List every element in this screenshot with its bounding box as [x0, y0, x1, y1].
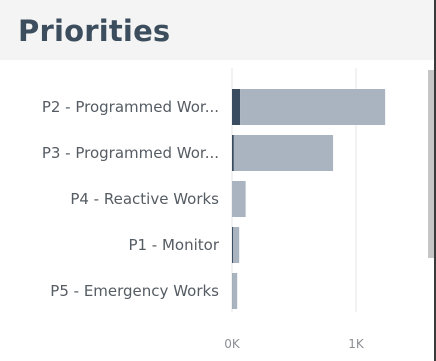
category-label: P2 - Programmed Wor... — [42, 98, 219, 116]
vertical-scrollbar[interactable] — [428, 70, 434, 258]
bar-chart-area: 0K 1K P2 - Programmed Wor... P3 - Programme… — [0, 60, 434, 361]
category-label: P1 - Monitor — [128, 236, 219, 254]
chart-title: Priorities — [18, 14, 171, 48]
bar-segment-1[interactable] — [240, 89, 386, 125]
bar-segment-1[interactable] — [233, 135, 334, 171]
bar-segment-0[interactable] — [232, 227, 233, 263]
category-label: P5 - Emergency Works — [50, 282, 219, 300]
category-label: P3 - Programmed Wor... — [42, 144, 219, 162]
bar-segment-1[interactable] — [232, 181, 246, 217]
x-tick-label: 1K — [348, 337, 365, 351]
bar-segment-0[interactable] — [232, 89, 241, 125]
category-label: P4 - Reactive Works — [70, 190, 219, 208]
bar-segment-1[interactable] — [232, 227, 240, 263]
bar-segment-1[interactable] — [232, 273, 238, 309]
bar-segment-0[interactable] — [232, 135, 234, 171]
x-tick-label: 0K — [224, 337, 241, 351]
bar-chart: 0K 1K P2 - Programmed Wor... P3 - Programme… — [42, 68, 386, 351]
